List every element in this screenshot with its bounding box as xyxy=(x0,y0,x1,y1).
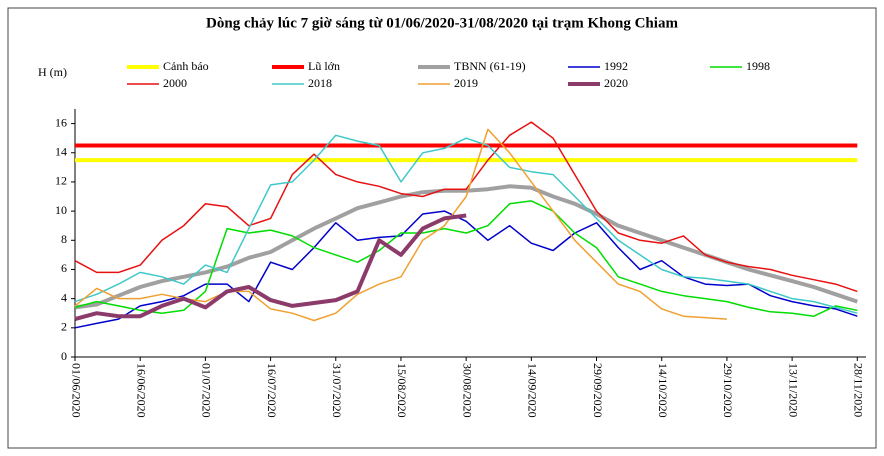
legend-label: TBNN (61-19) xyxy=(454,59,526,73)
y-axis-label: H (m) xyxy=(38,65,67,79)
x-tick-label: 13/11/2020 xyxy=(786,363,800,417)
legend-label: 2018 xyxy=(308,76,332,90)
y-tick-label: 10 xyxy=(55,203,67,217)
series-line xyxy=(74,200,858,317)
y-tick-label: 4 xyxy=(61,290,67,304)
x-tick-label: 31/07/2020 xyxy=(330,363,344,418)
x-tick-label: 29/09/2020 xyxy=(591,363,605,418)
legend-label: Cảnh báo xyxy=(163,59,209,73)
x-tick-label: 15/08/2020 xyxy=(395,363,409,418)
x-tick-label: 14/10/2020 xyxy=(656,363,670,418)
y-tick-label: 16 xyxy=(55,115,67,129)
x-tick-label: 30/08/2020 xyxy=(460,363,474,418)
legend-label: Lũ lớn xyxy=(308,59,340,73)
legend-label: 1998 xyxy=(746,59,770,73)
x-tick-label: 01/07/2020 xyxy=(200,363,214,418)
x-tick-label: 01/06/2020 xyxy=(69,363,83,418)
x-tick-label: 29/10/2020 xyxy=(721,363,735,418)
y-tick-label: 8 xyxy=(61,232,67,246)
series-line xyxy=(74,121,858,293)
x-tick-label: 16/06/2020 xyxy=(134,363,148,418)
x-tick-label: 28/11/2020 xyxy=(852,363,866,417)
y-tick-label: 12 xyxy=(55,174,67,188)
x-tick-label: 16/07/2020 xyxy=(265,363,279,418)
legend-label: 2000 xyxy=(163,76,187,90)
x-tick-label: 14/09/2020 xyxy=(526,363,540,418)
y-tick-label: 6 xyxy=(61,261,67,275)
y-tick-label: 0 xyxy=(61,349,67,363)
legend-label: 2019 xyxy=(454,76,478,90)
y-tick-label: 14 xyxy=(55,145,67,159)
series-line xyxy=(74,134,858,314)
legend-label: 1992 xyxy=(604,59,628,73)
legend-label: 2020 xyxy=(604,76,628,90)
y-tick-label: 2 xyxy=(61,320,67,334)
chart-title: Dòng chảy lúc 7 giờ sáng từ 01/06/2020-3… xyxy=(206,15,678,31)
series-line xyxy=(74,210,858,329)
series-line xyxy=(74,213,467,322)
